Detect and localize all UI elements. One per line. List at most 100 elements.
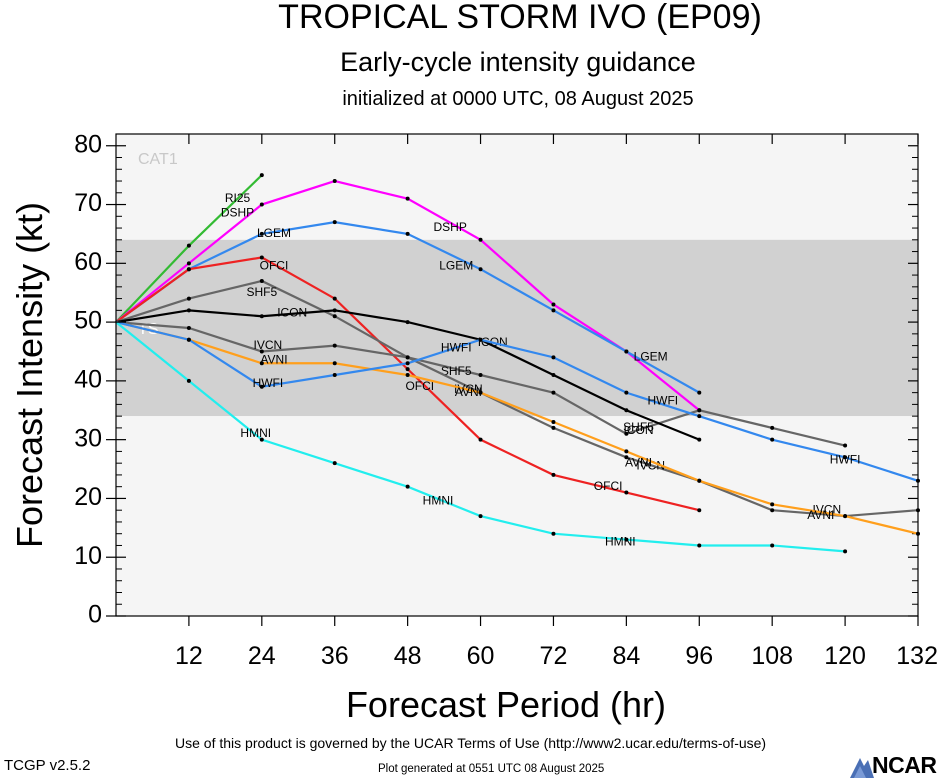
data-point [332, 314, 337, 319]
data-point [624, 449, 629, 454]
data-point [259, 202, 264, 207]
series-label-ofci: OFCI [260, 258, 289, 272]
series-label-dshp: DSHP [433, 220, 466, 234]
data-point [332, 308, 337, 313]
series-label-hmni: HMNI [605, 535, 636, 549]
data-point [405, 320, 410, 325]
data-point [405, 355, 410, 360]
data-point [186, 325, 191, 330]
series-label-shf5: SHF5 [246, 285, 277, 299]
x-tick-label: 12 [175, 642, 203, 670]
data-point [259, 349, 264, 354]
y-tick-label: 0 [88, 601, 102, 629]
data-point [186, 267, 191, 272]
series-line-hwfi [115, 321, 919, 482]
data-point [259, 361, 264, 366]
data-point [697, 408, 702, 413]
series-label-avni: AVNI [455, 385, 482, 399]
series-label-ofci: OFCI [405, 379, 434, 393]
series-label-ofci: OFCI [594, 479, 623, 493]
series-label-hwfi: HWFI [647, 394, 678, 408]
data-point [624, 349, 629, 354]
data-point [551, 373, 556, 377]
x-tick-label: 36 [321, 642, 349, 670]
data-point [843, 514, 848, 519]
data-point [405, 367, 410, 372]
data-point [259, 314, 264, 319]
data-point [332, 461, 337, 466]
terms-of-use: Use of this product is governed by the U… [175, 735, 767, 751]
y-axis-label: Forecast Intensity (kt) [9, 202, 50, 548]
data-point [259, 384, 264, 389]
data-point [186, 378, 191, 383]
data-point [624, 537, 629, 542]
data-point [551, 302, 556, 307]
series-label-avni: AVNI [260, 352, 287, 366]
data-point [770, 508, 775, 513]
data-point [551, 472, 556, 477]
data-point [843, 549, 848, 554]
series-label-icon: ICON [624, 423, 654, 437]
data-point [259, 255, 264, 260]
y-tick-label: 70 [74, 189, 102, 217]
data-point [186, 243, 191, 248]
y-tick-label: 30 [74, 424, 102, 452]
data-point [405, 373, 410, 377]
data-point [624, 408, 629, 413]
x-axis-label: Forecast Period (hr) [346, 684, 666, 725]
series-label-ivcn: IVCN [254, 338, 283, 352]
data-point [770, 502, 775, 507]
data-point [186, 261, 191, 266]
data-point [551, 425, 556, 430]
y-tick-label: 10 [74, 542, 102, 570]
y-tick-label: 20 [74, 483, 102, 511]
series-label-dshp: DSHP [221, 206, 254, 220]
series-label-lgem: LGEM [439, 258, 473, 272]
series-ri25: RI25 [115, 173, 264, 323]
band-ts [116, 239, 918, 417]
series-label-lgem: LGEM [634, 350, 668, 364]
data-point [624, 455, 629, 460]
data-point [405, 361, 410, 366]
data-point [332, 361, 337, 366]
data-point [551, 355, 556, 360]
ncar-logo-text: NCAR [872, 752, 937, 778]
data-point [624, 490, 629, 495]
series-label-ri25: RI25 [225, 191, 251, 205]
data-point [551, 531, 556, 536]
y-tick-label: 40 [74, 365, 102, 393]
data-point [405, 196, 410, 201]
gridlines [116, 157, 918, 605]
x-tick-label: 84 [612, 642, 640, 670]
data-point [478, 373, 483, 377]
ncar-logo-mark [850, 758, 874, 778]
data-point [697, 508, 702, 513]
data-point [332, 296, 337, 301]
plot-generated-time: Plot generated at 0551 UTC 08 August 202… [378, 763, 605, 775]
series-line-avni [115, 321, 919, 535]
data-point [405, 484, 410, 489]
data-point [624, 390, 629, 395]
data-point [697, 390, 702, 395]
series-label-icon: ICON [277, 305, 307, 319]
data-point [697, 478, 702, 483]
data-point [478, 267, 483, 272]
series-hwfi: HWFI HWFI HWFI HWFI [115, 321, 920, 483]
data-point [551, 390, 556, 395]
series-label-shf5: SHF5 [441, 364, 472, 378]
series-label-ivcn: IVCN [636, 458, 665, 472]
series-label-hwfi: HWFI [253, 376, 284, 390]
data-point [332, 343, 337, 348]
x-tick-label: 72 [540, 642, 568, 670]
data-point [697, 437, 702, 442]
data-point [551, 420, 556, 425]
x-tick-label: 96 [685, 642, 713, 670]
series-label-shf5: SHF5 [623, 420, 654, 434]
y-tick-label: 80 [74, 130, 102, 158]
plot-frame [115, 133, 919, 617]
data-point [478, 390, 483, 395]
data-point [770, 425, 775, 430]
x-tick-label: 120 [824, 642, 866, 670]
series-label-hwfi: HWFI [830, 452, 861, 466]
